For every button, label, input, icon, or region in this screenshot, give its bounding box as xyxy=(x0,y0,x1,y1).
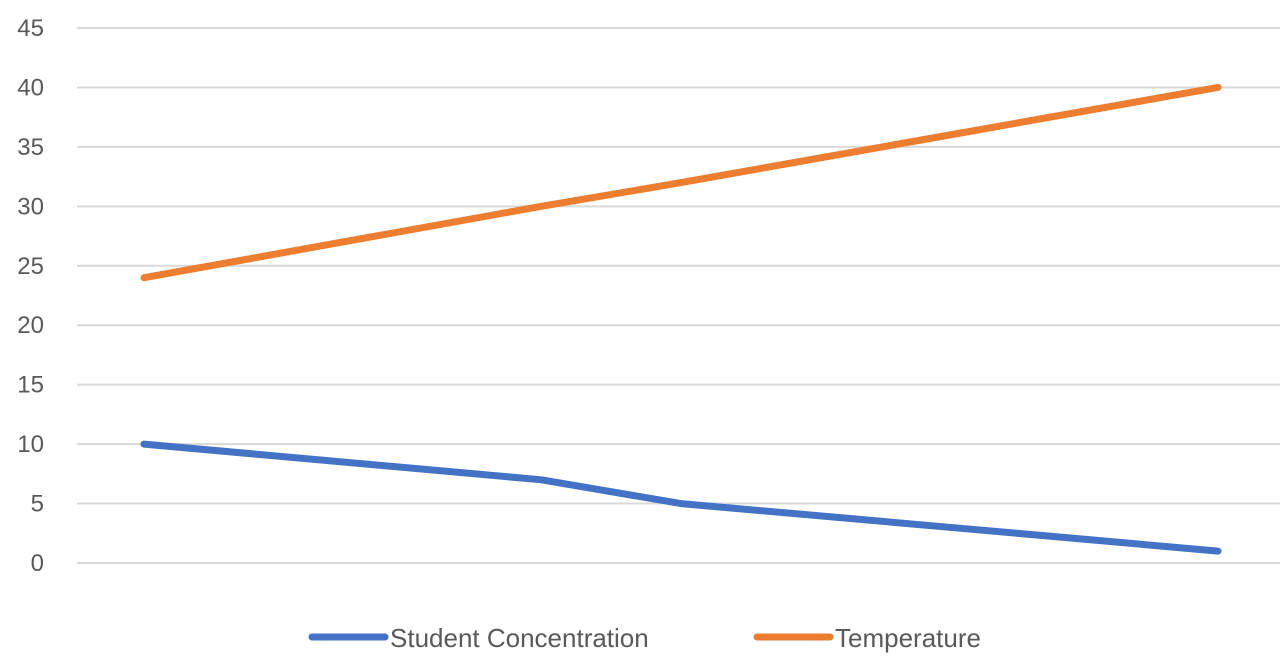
y-tick-label: 15 xyxy=(17,372,44,399)
series-line-temperature xyxy=(140,83,1222,282)
y-tick-label: 20 xyxy=(17,312,44,339)
y-tick-label: 0 xyxy=(31,550,44,577)
y-tick-label: 40 xyxy=(17,74,44,101)
y-tick-label: 45 xyxy=(17,15,44,42)
y-tick-label: 25 xyxy=(17,253,44,280)
y-tick-label: 5 xyxy=(31,491,44,518)
series-line-student-concentration xyxy=(140,440,1222,555)
y-tick-label: 30 xyxy=(17,193,44,220)
y-tick-label: 10 xyxy=(17,431,44,458)
legend: Student Concentration Temperature xyxy=(308,623,981,653)
y-tick-label: 35 xyxy=(17,134,44,161)
series-lines xyxy=(140,83,1222,555)
y-axis-ticks: 0 5 10 15 20 25 30 35 40 45 xyxy=(17,15,44,577)
legend-item: Student Concentration xyxy=(308,623,649,653)
gridlines xyxy=(77,27,1280,564)
legend-item: Temperature xyxy=(753,623,981,653)
legend-label: Student Concentration xyxy=(390,623,649,653)
legend-label: Temperature xyxy=(835,623,981,653)
